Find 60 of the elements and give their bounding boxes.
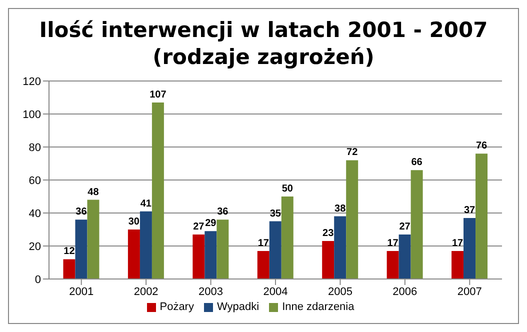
bar xyxy=(269,221,282,279)
bar xyxy=(452,250,464,279)
x-tick-label: 2001 xyxy=(69,286,94,298)
data-label: 37 xyxy=(464,204,476,216)
bar xyxy=(204,231,217,279)
y-tick-label: 0 xyxy=(34,274,41,286)
bar xyxy=(257,250,270,279)
x-tick-label: 2006 xyxy=(392,286,418,298)
bar xyxy=(192,234,205,279)
y-tick-label: 120 xyxy=(22,76,41,88)
data-label: 76 xyxy=(476,140,488,152)
bar xyxy=(216,220,229,279)
bar xyxy=(410,170,423,279)
x-tick-label: 2007 xyxy=(457,286,482,298)
bar xyxy=(281,196,294,279)
data-label: 72 xyxy=(346,147,358,158)
bar xyxy=(334,216,346,279)
x-tick-label: 2005 xyxy=(328,286,352,298)
y-tick-label: 100 xyxy=(22,108,41,121)
x-tick-label: 2002 xyxy=(134,286,158,298)
data-label: 107 xyxy=(150,89,167,100)
data-label: 29 xyxy=(205,218,217,230)
data-label: 35 xyxy=(270,208,282,220)
data-label: 48 xyxy=(88,186,100,198)
data-label: 41 xyxy=(140,198,152,210)
data-label: 36 xyxy=(76,206,88,218)
bar xyxy=(75,220,88,279)
bar xyxy=(464,218,476,279)
bar xyxy=(476,154,488,279)
data-label: 38 xyxy=(334,203,346,214)
y-tick-label: 20 xyxy=(28,240,41,253)
bar xyxy=(322,241,334,279)
bar xyxy=(63,259,76,279)
data-label: 23 xyxy=(322,228,334,240)
x-tick-label: 2003 xyxy=(198,286,224,298)
bar xyxy=(128,230,140,279)
legend-label: Wypadki xyxy=(216,301,260,313)
bar xyxy=(346,160,358,279)
data-label: 50 xyxy=(282,184,294,194)
chart-title: Ilość interwencji w latach 2001 - 2007 (rodzaje zagrożeń) xyxy=(38,17,489,71)
data-label: 12 xyxy=(64,246,76,258)
data-label: 27 xyxy=(193,221,205,232)
data-label: 17 xyxy=(258,238,270,249)
data-label: 66 xyxy=(411,157,423,168)
y-tick-label: 60 xyxy=(28,174,41,187)
data-label: 17 xyxy=(387,238,399,249)
legend-label: Inne zdarzenia xyxy=(282,301,354,313)
legend-label: Pożary xyxy=(160,301,194,313)
bar xyxy=(398,234,411,279)
bar xyxy=(152,102,164,279)
data-label: 30 xyxy=(128,216,140,228)
bar xyxy=(87,200,100,279)
y-tick-label: 80 xyxy=(28,142,41,154)
bar xyxy=(386,250,399,279)
data-label: 36 xyxy=(217,206,229,218)
data-label: 17 xyxy=(452,238,464,249)
x-tick-label: 2004 xyxy=(263,286,288,298)
bar xyxy=(140,211,152,279)
data-label: 27 xyxy=(399,221,411,232)
y-tick-label: 40 xyxy=(28,208,41,220)
